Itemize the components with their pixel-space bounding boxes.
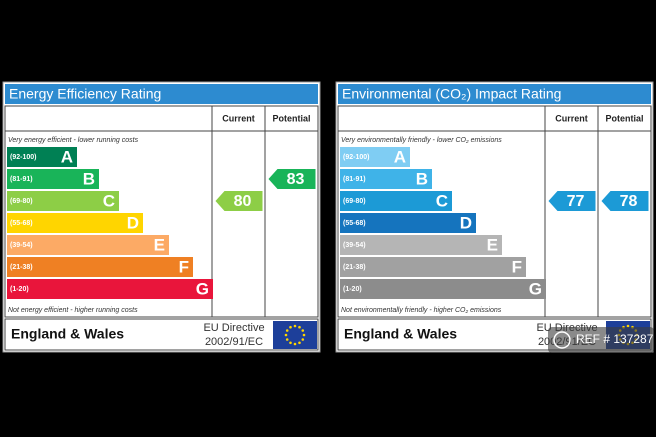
footer (4, 318, 319, 351)
watermark: REF # 137287 (576, 332, 654, 346)
table-frame (337, 105, 652, 318)
top-note: Very energy efficient - lower running co… (8, 137, 139, 144)
flag-star (285, 338, 289, 341)
band-letter: D (460, 213, 472, 232)
band (340, 235, 502, 255)
flag-star (298, 341, 301, 345)
column-header: Potential (272, 113, 310, 123)
flag-star (302, 333, 306, 337)
band-range: (1-20) (343, 286, 362, 293)
band-range: (92-100) (343, 154, 369, 161)
flag-star (301, 338, 305, 341)
column-header: Current (222, 113, 255, 123)
flag-star (298, 325, 301, 329)
flag-star (285, 329, 289, 332)
band (340, 147, 410, 167)
table-frame (4, 105, 319, 318)
bottom-note: Not environmentally friendly - higher CO… (341, 307, 502, 314)
band-range: (55-68) (343, 220, 366, 227)
band (7, 191, 119, 211)
footer-code: 2002/91/EC (205, 336, 263, 348)
flag-star (293, 324, 297, 328)
flag-star (301, 329, 305, 332)
panel-title: Environmental (CO₂) Impact Rating (342, 86, 561, 102)
watermark-icon (553, 331, 571, 349)
column-header: Current (555, 113, 588, 123)
flag-star (293, 342, 297, 346)
band-range: (55-68) (10, 220, 33, 227)
band-range: (69-80) (343, 198, 366, 205)
column-header: Potential (605, 113, 643, 123)
band (7, 213, 143, 233)
band-range: (39-54) (10, 242, 33, 249)
rating-arrow (601, 191, 649, 211)
band-letter: C (103, 191, 115, 210)
band-letter: B (83, 169, 95, 188)
band-range: (21-38) (343, 264, 366, 271)
panel-header (338, 84, 651, 104)
flag-star (289, 325, 292, 329)
band (340, 169, 432, 189)
band (340, 257, 526, 277)
band (7, 169, 99, 189)
band-letter: A (61, 147, 73, 166)
rating-arrow (268, 169, 316, 189)
panel-header (5, 84, 318, 104)
band-letter: G (196, 279, 209, 298)
band-range: (81-91) (10, 176, 33, 183)
band (7, 279, 213, 299)
footer-region: England & Wales (11, 326, 124, 342)
band-letter: G (529, 279, 542, 298)
footer-directive: EU Directive (203, 322, 264, 334)
top-note: Very environmentally friendly - lower CO… (341, 137, 502, 144)
flag-star (626, 324, 630, 328)
band-letter: F (512, 257, 522, 276)
footer-region: England & Wales (344, 326, 457, 342)
band-range: (81-91) (343, 176, 366, 183)
rating-value: 77 (567, 193, 585, 210)
rating-arrow (215, 191, 263, 211)
band-letter: A (394, 147, 406, 166)
flag-star (289, 341, 292, 345)
band-range: (92-100) (10, 154, 36, 161)
band-range: (69-80) (10, 198, 33, 205)
rating-value: 80 (234, 193, 252, 210)
flag-star (284, 333, 288, 337)
band-range: (21-38) (10, 264, 33, 271)
rating-arrow (548, 191, 596, 211)
band (340, 213, 476, 233)
bottom-note: Not energy efficient - higher running co… (8, 307, 138, 314)
band (340, 191, 452, 211)
band-letter: D (127, 213, 139, 232)
band (7, 235, 169, 255)
band-letter: E (154, 235, 165, 254)
rating-value: 83 (287, 171, 305, 188)
band-range: (1-20) (10, 286, 29, 293)
band (7, 257, 193, 277)
band-letter: F (179, 257, 189, 276)
band (7, 147, 77, 167)
band-letter: C (436, 191, 448, 210)
rating-value: 78 (620, 193, 638, 210)
band-letter: E (487, 235, 498, 254)
band-range: (39-54) (343, 242, 366, 249)
band-letter: B (416, 169, 428, 188)
watermark-bg (548, 327, 654, 353)
panel-title: Energy Efficiency Rating (9, 86, 161, 102)
band (340, 279, 546, 299)
